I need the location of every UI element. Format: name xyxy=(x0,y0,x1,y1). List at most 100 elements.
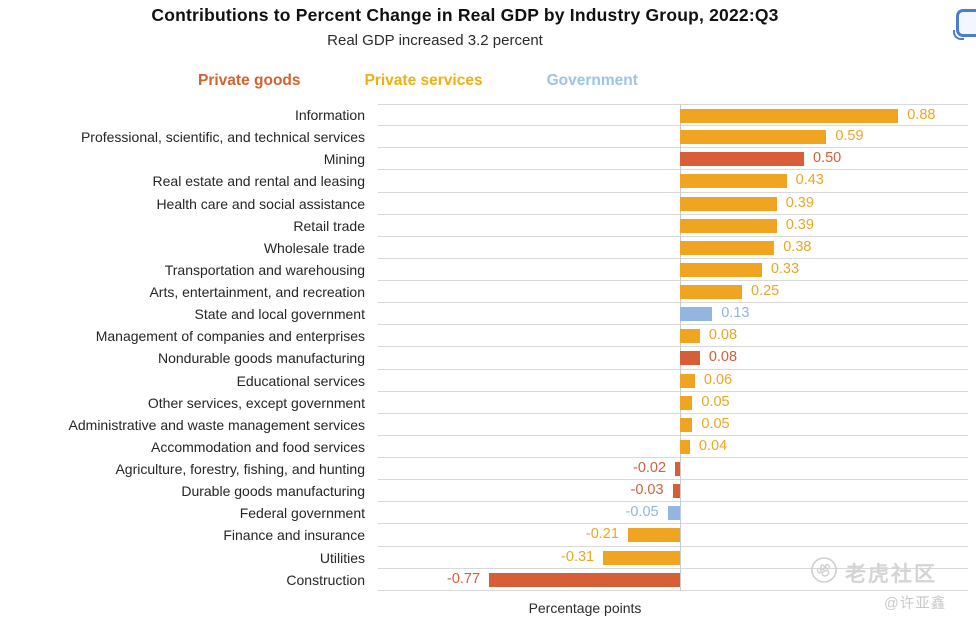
bar-government[interactable] xyxy=(667,506,680,521)
category-label: Agriculture, forestry, fishing, and hunt… xyxy=(115,461,365,477)
legend-item-government[interactable]: Government xyxy=(546,72,638,89)
bar-value-label: -0.03 xyxy=(630,482,664,499)
chart-row: Nondurable goods manufacturing 0.08 xyxy=(0,347,976,370)
chart-row: Finance and insurance -0.21 xyxy=(0,524,976,547)
bar-goods[interactable] xyxy=(489,572,680,587)
row-plot-area: 0.25 xyxy=(378,281,968,304)
category-label: Durable goods manufacturing xyxy=(181,483,365,500)
bar-services[interactable] xyxy=(680,417,693,432)
bar-value-label: 0.43 xyxy=(795,172,824,189)
bar-services[interactable] xyxy=(680,109,899,123)
bar-services[interactable] xyxy=(680,130,827,145)
bar-services[interactable] xyxy=(680,240,775,255)
bar-goods[interactable] xyxy=(680,351,700,366)
zero-axis-line xyxy=(680,104,681,591)
bar-goods[interactable] xyxy=(675,462,680,476)
bar-value-label: -0.31 xyxy=(561,548,595,565)
bar-services[interactable] xyxy=(603,550,680,565)
category-label: Professional, scientific, and technical … xyxy=(80,129,365,146)
chart-row: Information 0.88 xyxy=(0,104,976,127)
row-plot-area: 0.33 xyxy=(378,259,968,281)
category-label: Educational services xyxy=(236,372,365,389)
row-plot-area: 0.59 xyxy=(378,126,968,149)
chart-rows: Information 0.88 Professional, scientific,… xyxy=(0,104,976,591)
row-plot-area: 0.04 xyxy=(378,436,968,458)
bar-value-label: 0.88 xyxy=(907,107,936,123)
row-plot-area: -0.77 xyxy=(378,569,968,591)
chart-row: Management of companies and enterprises 0… xyxy=(0,325,976,348)
bar-value-label: 0.13 xyxy=(721,305,750,322)
bar-services[interactable] xyxy=(680,174,787,189)
bar-goods[interactable] xyxy=(672,484,680,499)
bar-value-label: -0.05 xyxy=(625,504,659,521)
bar-services[interactable] xyxy=(680,196,777,211)
bar-services[interactable] xyxy=(680,439,690,454)
bar-services[interactable] xyxy=(680,373,695,388)
bar-services[interactable] xyxy=(680,262,762,277)
category-label: Information xyxy=(294,107,365,123)
bar-services[interactable] xyxy=(680,329,700,344)
bar-value-label: 0.59 xyxy=(835,128,864,145)
category-label: Real estate and rental and leasing xyxy=(152,173,365,190)
chart-row: Durable goods manufacturing -0.03 xyxy=(0,480,976,503)
bar-government[interactable] xyxy=(680,307,713,322)
category-label: Mining xyxy=(323,151,365,168)
category-label: Federal government xyxy=(239,505,365,522)
chart-row: Administrative and waste management serv… xyxy=(0,414,976,436)
watermark: 老虎社区 xyxy=(810,556,937,589)
row-plot-area: 0.50 xyxy=(378,148,968,171)
chart-row: Utilities -0.31 xyxy=(0,547,976,569)
chart-row: Mining 0.50 xyxy=(0,148,976,171)
row-plot-area: 0.39 xyxy=(378,193,968,215)
bar-services[interactable] xyxy=(680,218,777,233)
bar-services[interactable] xyxy=(680,395,693,410)
bar-chart: Information 0.88 Professional, scientific,… xyxy=(0,104,976,591)
chart-row: Federal government -0.05 xyxy=(0,502,976,525)
category-label: Management of companies and enterprises xyxy=(95,328,365,345)
chart-row: Arts, entertainment, and recreation 0.25 xyxy=(0,281,976,304)
legend-item-private-goods[interactable]: Private goods xyxy=(198,72,301,89)
row-plot-area: -0.21 xyxy=(378,524,968,547)
bar-value-label: 0.39 xyxy=(785,194,814,211)
bar-value-label: 0.04 xyxy=(698,437,728,454)
row-plot-area: 0.39 xyxy=(378,215,968,237)
chart-title: Contributions to Percent Change in Real … xyxy=(151,5,779,25)
watermark-handle-text: @许亚鑫 xyxy=(884,596,947,612)
bar-services[interactable] xyxy=(627,528,680,543)
row-plot-area: -0.03 xyxy=(378,480,968,503)
row-plot-area: 0.05 xyxy=(378,414,968,436)
row-plot-area: 0.05 xyxy=(378,392,968,414)
paw-circle-icon xyxy=(810,556,838,589)
bar-value-label: 0.05 xyxy=(701,415,730,432)
bar-goods[interactable] xyxy=(680,152,804,167)
bar-value-label: -0.02 xyxy=(632,460,667,476)
corner-partial-blue-icon-tail xyxy=(953,30,964,40)
x-axis-label: Percentage points xyxy=(528,600,642,616)
chart-row: Educational services 0.06 xyxy=(0,370,976,392)
category-label: State and local government xyxy=(194,306,365,323)
legend-item-private-services[interactable]: Private services xyxy=(364,72,483,89)
row-plot-area: 0.88 xyxy=(378,104,968,127)
row-plot-area: 0.08 xyxy=(378,347,968,370)
bar-value-label: 0.08 xyxy=(708,327,738,344)
chart-row: State and local government 0.13 xyxy=(0,303,976,326)
category-label: Arts, entertainment, and recreation xyxy=(149,284,365,300)
category-label: Accommodation and food services xyxy=(151,438,365,455)
bar-services[interactable] xyxy=(680,285,742,299)
bar-value-label: 0.39 xyxy=(785,216,814,233)
category-label: Utilities xyxy=(319,549,365,566)
chart-row: Transportation and warehousing 0.33 xyxy=(0,259,976,281)
category-label: Transportation and warehousing xyxy=(164,261,365,278)
row-plot-area: 0.38 xyxy=(378,237,968,259)
bar-value-label: 0.33 xyxy=(770,260,800,277)
bar-value-label: 0.08 xyxy=(708,349,738,366)
bar-value-label: 0.06 xyxy=(703,371,733,388)
chart-row: Construction -0.77 xyxy=(0,569,976,591)
category-label: Retail trade xyxy=(293,217,365,234)
chart-row: Retail trade 0.39 xyxy=(0,215,976,237)
chart-row: Health care and social assistance 0.39 xyxy=(0,193,976,215)
category-label: Other services, except government xyxy=(147,394,365,411)
watermark-brand-text: 老虎社区 xyxy=(845,562,937,586)
row-plot-area: -0.31 xyxy=(378,547,968,569)
